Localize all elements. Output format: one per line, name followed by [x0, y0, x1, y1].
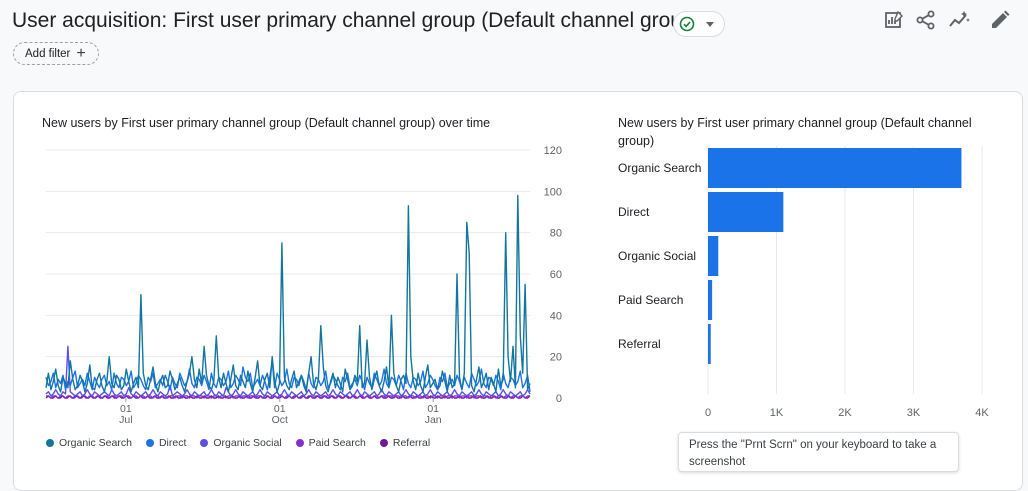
screenshot-hint-tooltip: Press the "Prnt Scrn" on your keyboard t… — [678, 432, 959, 472]
x-tick-month: Oct — [272, 414, 288, 426]
series-line-direct[interactable] — [45, 360, 531, 392]
x-tick-day: 01 — [120, 403, 132, 415]
legend-item-organic-social[interactable]: Organic Social — [200, 437, 282, 449]
y-tick-label: 100 — [544, 186, 562, 198]
legend-item-paid-search[interactable]: Paid Search — [295, 437, 366, 449]
legend-label: Paid Search — [308, 437, 366, 449]
bar-organic-search[interactable] — [708, 148, 962, 188]
x-tick-label: 3K — [907, 407, 921, 419]
legend-item-direct[interactable]: Direct — [145, 437, 187, 449]
y-tick-label: 40 — [550, 310, 562, 322]
legend-dot — [295, 439, 304, 447]
x-tick-day: 01 — [427, 403, 439, 415]
bar-organic-social[interactable] — [708, 236, 719, 276]
customize-report-icon[interactable] — [883, 9, 905, 31]
edit-icon[interactable] — [989, 9, 1011, 31]
legend-dot — [46, 439, 54, 447]
series-line-organic-social[interactable] — [45, 345, 531, 397]
legend-dot — [379, 439, 388, 447]
bar-direct[interactable] — [708, 192, 784, 232]
legend-label: Referral — [392, 437, 431, 449]
y-tick-label: 120 — [544, 145, 562, 157]
legend-item-organic-search[interactable]: Organic Search — [46, 437, 132, 449]
bar-paid-search[interactable] — [708, 280, 713, 320]
category-label: Organic Search — [618, 161, 701, 175]
x-tick-label: 2K — [838, 407, 852, 419]
share-icon[interactable] — [915, 9, 937, 31]
x-tick-label: 0 — [705, 407, 711, 419]
line-chart-legend: Organic Search Direct Organic Social Pai… — [46, 437, 430, 449]
chevron-down-icon — [706, 22, 714, 27]
category-label: Paid Search — [618, 293, 683, 307]
add-filter-label: Add filter — [25, 47, 71, 60]
category-label: Organic Social — [618, 249, 696, 263]
y-tick-label: 60 — [550, 269, 562, 281]
legend-label: Organic Social — [213, 437, 282, 449]
category-label: Direct — [618, 205, 650, 219]
x-tick-month: Jul — [119, 414, 132, 426]
legend-label: Direct — [158, 437, 187, 449]
x-tick-day: 01 — [274, 403, 286, 415]
y-tick-label: 80 — [550, 228, 562, 240]
category-label: Referral — [618, 337, 661, 351]
bar-chart: 0 1K 2K 3K 4K Organic Search Direct Organic Soc… — [618, 146, 989, 419]
x-tick-label: 4K — [975, 407, 989, 419]
add-filter-button[interactable]: Add filter + — [13, 42, 99, 65]
report-status-dropdown[interactable] — [673, 11, 725, 37]
legend-item-referral[interactable]: Referral — [379, 437, 431, 449]
legend-dot — [200, 439, 209, 447]
bar-chart-title: New users by First user primary channel … — [618, 116, 972, 148]
bar-referral[interactable] — [708, 324, 711, 364]
y-tick-label: 0 — [556, 393, 562, 405]
x-tick-label: 1K — [770, 407, 784, 419]
legend-label: Organic Search — [59, 437, 132, 449]
plus-icon: + — [76, 44, 86, 62]
line-chart-title: New users by First user primary channel … — [42, 116, 491, 130]
x-tick-month: Jan — [425, 414, 442, 426]
page-title: User acquisition: First user primary cha… — [12, 9, 701, 32]
legend-dot — [145, 439, 154, 447]
check-circle-icon — [679, 16, 695, 32]
y-tick-label: 20 — [550, 352, 562, 364]
insights-icon[interactable] — [948, 9, 970, 31]
series-line-organic-search[interactable] — [45, 194, 531, 393]
